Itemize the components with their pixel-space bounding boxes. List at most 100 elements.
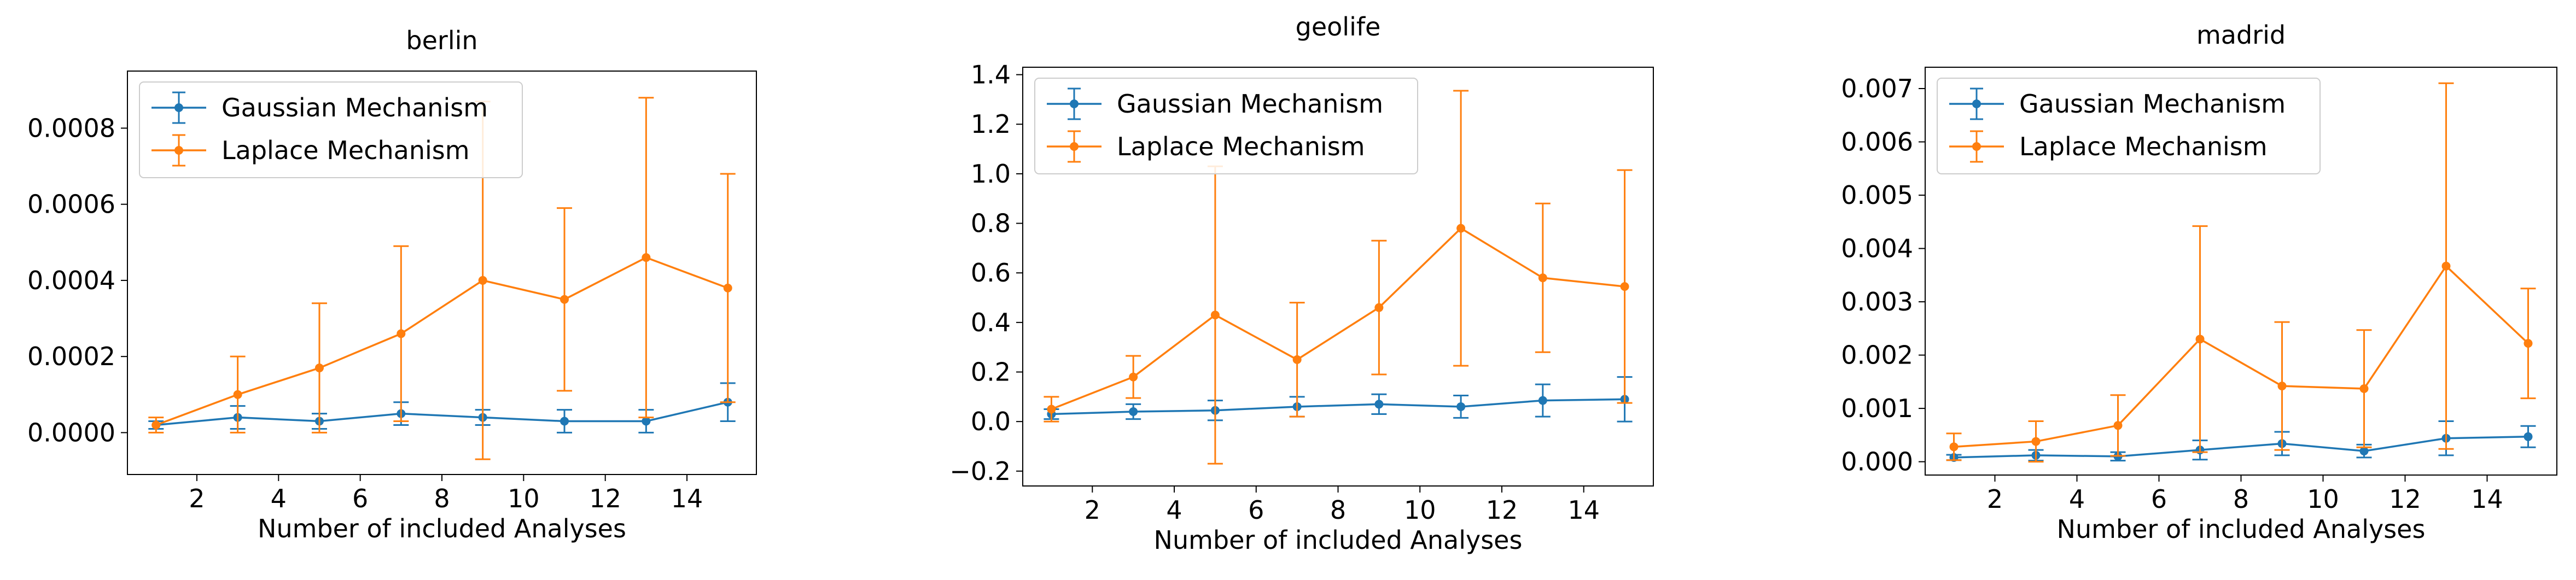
x-tick-label: 8 [2233, 484, 2249, 514]
x-tick-label: 4 [2069, 484, 2085, 514]
data-point [1456, 224, 1466, 233]
legend: Gaussian Mechanism Laplace Mechanism [1937, 78, 2321, 174]
y-tick-label: 0.8 [971, 209, 1011, 238]
legend-label: Laplace Mechanism [2019, 132, 2268, 161]
data-point [1949, 442, 1959, 452]
x-axis-label: Number of included Analyses [1154, 525, 1523, 555]
legend-label: Laplace Mechanism [222, 136, 470, 165]
x-tick-label: 6 [2151, 484, 2167, 514]
x-tick-label: 4 [271, 484, 287, 513]
data-point [233, 390, 242, 399]
chart-panel-geolife: geolife 2 4 6 8 10 12 14 −0.2 0.0 0.2 0.4 0.6 0.8 1.0 1… [949, 12, 1654, 555]
chart-panel-madrid: madrid 2 4 6 8 10 12 14 0.000 0.001 0.002 0.003 0.00… [1841, 20, 2557, 544]
x-tick-label: 14 [671, 484, 703, 513]
x-tick-label: 4 [1166, 495, 1182, 525]
y-tick-label: 1.2 [971, 109, 1011, 139]
data-point [723, 283, 732, 292]
x-axis-label: Number of included Analyses [2057, 514, 2426, 544]
legend: Gaussian Mechanism Laplace Mechanism [139, 81, 523, 178]
data-point [1374, 400, 1384, 409]
y-tick-label: 0.003 [1841, 287, 1913, 317]
axes-frame [1925, 67, 2557, 476]
x-tick-label: 14 [2471, 484, 2503, 514]
x-tick-label: 8 [1330, 495, 1346, 525]
data-point [2113, 421, 2123, 430]
x-tick-label: 6 [352, 484, 368, 513]
legend-marker [174, 103, 183, 112]
series-line [1051, 398, 1625, 415]
data-point [1210, 310, 1220, 320]
data-point [1456, 402, 1466, 411]
x-tick-label: 2 [1085, 495, 1100, 525]
x-tick-label: 2 [1987, 484, 2003, 514]
data-point [2441, 261, 2451, 271]
data-point [1047, 405, 1056, 414]
y-tick-label: −0.2 [949, 456, 1011, 486]
series-line [156, 401, 728, 426]
legend-label: Laplace Mechanism [1117, 132, 1365, 161]
legend-marker [1070, 142, 1079, 151]
data-point [2523, 432, 2533, 441]
y-tick-label: 0.0008 [27, 113, 115, 143]
y-tick-label: 1.0 [971, 159, 1011, 189]
y-tick-label: 0.0006 [27, 190, 115, 219]
y-tick-label: 0.0004 [27, 266, 115, 295]
data-point [1538, 273, 1547, 283]
series-line [1051, 227, 1625, 411]
data-point [151, 420, 161, 430]
y-tick-label: 0.0000 [27, 418, 115, 447]
legend: Gaussian Mechanism Laplace Mechanism [1034, 78, 1418, 174]
data-point [478, 276, 487, 285]
legend-box [1034, 78, 1418, 174]
axes-frame [127, 71, 757, 475]
axes-frame [1022, 67, 1654, 487]
data-point [1620, 282, 1629, 291]
y-tick-label: 0.005 [1841, 180, 1913, 210]
chart-title: berlin [406, 26, 477, 55]
series-laplace [1946, 82, 2536, 463]
y-tick-label: 0.0002 [27, 342, 115, 371]
y-tick-label: 0.004 [1841, 234, 1913, 263]
data-point [2523, 339, 2533, 348]
legend-label: Gaussian Mechanism [1117, 89, 1383, 119]
x-tick-label: 2 [189, 484, 205, 513]
x-tick-label: 10 [508, 484, 540, 513]
y-tick-label: 1.4 [971, 60, 1011, 90]
chart-title: madrid [2196, 20, 2286, 50]
data-point [1292, 355, 1302, 364]
data-point [397, 329, 406, 338]
chart-title: geolife [1296, 12, 1381, 42]
y-tick-label: 0.4 [971, 308, 1011, 337]
data-point [1129, 407, 1138, 417]
x-tick-label: 8 [434, 484, 450, 513]
data-point [2031, 437, 2041, 446]
y-tick-label: 0.000 [1841, 447, 1913, 477]
x-tick-label: 12 [1486, 495, 1518, 525]
data-point [314, 364, 324, 373]
legend-label: Gaussian Mechanism [2019, 89, 2286, 119]
series-gaussian [1044, 376, 1633, 423]
x-tick-label: 10 [1404, 495, 1436, 525]
data-point [642, 417, 651, 426]
data-point [2195, 335, 2205, 344]
data-point [2359, 447, 2369, 456]
legend-marker [1972, 142, 1981, 151]
series-line [155, 256, 728, 426]
y-tick-label: 0.6 [971, 258, 1011, 288]
data-point [642, 253, 651, 262]
series-line [1954, 265, 2529, 448]
data-point [560, 417, 569, 426]
legend-box [139, 81, 523, 178]
x-tick-label: 12 [2389, 484, 2421, 514]
y-tick-label: 0.001 [1841, 394, 1913, 423]
y-tick-label: 0.002 [1841, 341, 1913, 370]
series-laplace [1044, 90, 1633, 465]
x-tick-label: 6 [1248, 495, 1264, 525]
legend-marker [1972, 99, 1981, 108]
data-point [2359, 384, 2369, 394]
data-point [1129, 372, 1138, 382]
y-tick-label: 0.2 [971, 358, 1011, 387]
x-tick-label: 12 [589, 484, 621, 513]
chart-panel-berlin: berlin 2 4 6 8 10 12 14 0.0000 0.0002 0.0004 0.0006… [27, 26, 757, 543]
